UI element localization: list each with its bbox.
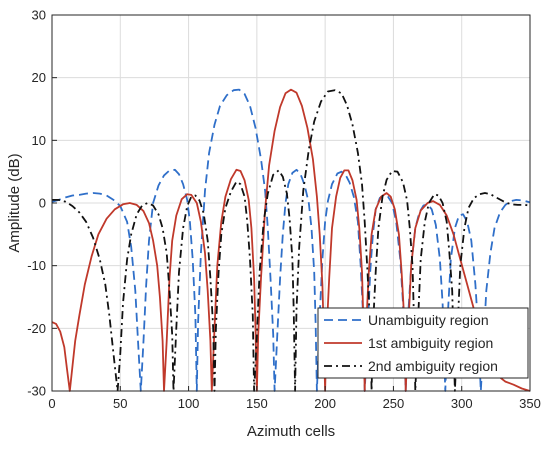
x-tick-label: 50: [113, 396, 127, 411]
legend-label-unambiguity: Unambiguity region: [368, 312, 489, 328]
legend: Unambiguity region 1st ambiguity region …: [318, 308, 528, 378]
y-tick-label: -20: [27, 321, 46, 336]
y-tick-label: -30: [27, 384, 46, 399]
y-tick-label: -10: [27, 258, 46, 273]
x-tick-label: 250: [383, 396, 405, 411]
x-tick-label: 150: [246, 396, 268, 411]
x-tick-label: 300: [451, 396, 473, 411]
x-tick-label: 200: [314, 396, 336, 411]
y-tick-label: 30: [32, 8, 46, 23]
y-tick-label: 10: [32, 133, 46, 148]
legend-label-2nd-ambiguity: 2nd ambiguity region: [368, 358, 498, 374]
x-tick-label: 100: [178, 396, 200, 411]
x-axis-label: Azimuth cells: [247, 423, 335, 440]
x-tick-label: 350: [519, 396, 541, 411]
y-tick-label: 20: [32, 70, 46, 85]
legend-label-1st-ambiguity: 1st ambiguity region: [368, 335, 493, 351]
y-axis-label: Amplitude (dB): [6, 153, 23, 252]
y-tick-label: 0: [39, 196, 46, 211]
x-tick-label: 0: [48, 396, 55, 411]
